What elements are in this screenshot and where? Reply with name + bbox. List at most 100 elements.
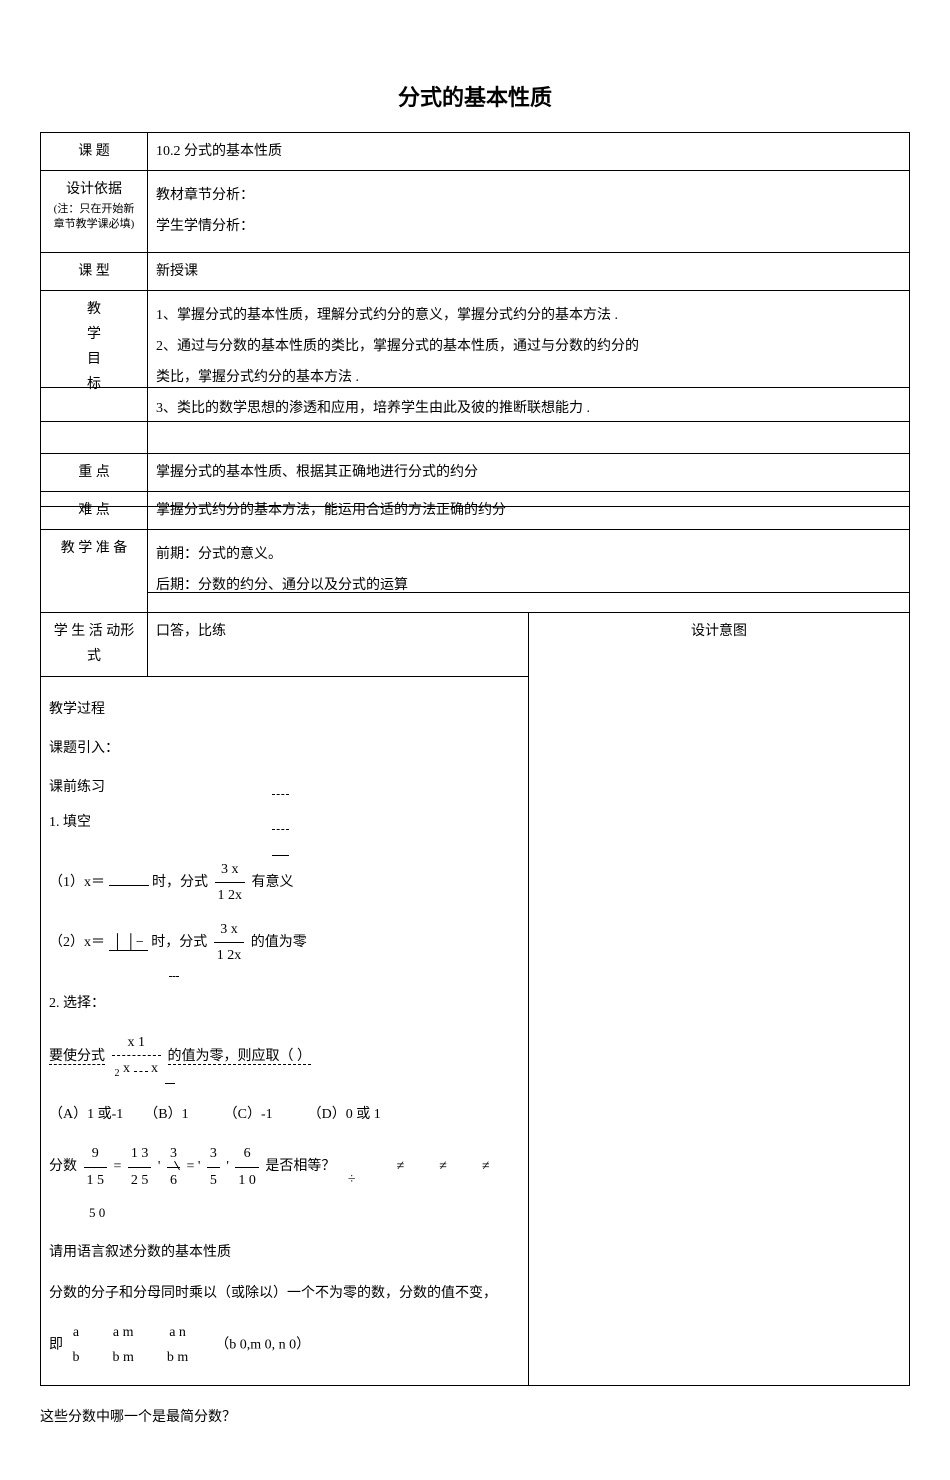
fill: 1. 填空 xyxy=(49,815,91,830)
q2-prefix: （2）x＝ xyxy=(49,935,105,950)
sel-fraction: x 1 2 x x xyxy=(112,1030,162,1083)
eq-bm2: b m xyxy=(164,1345,191,1370)
sel: 2. 选择： xyxy=(49,991,520,1016)
page-container: 分式的基本性质 课 题 10.2 分式的基本性质 设计依据 (注：只在开始新章节… xyxy=(40,80,910,1426)
sel-strike-x xyxy=(165,1083,175,1084)
eq2: = xyxy=(186,1159,194,1174)
footer-question: 这些分数中哪一个是最简分数？ xyxy=(40,1406,910,1426)
q2-dash xyxy=(169,976,179,977)
options-row: （A）1 或-1 （B）1 （C）-1 （D）0 或 1 xyxy=(49,1102,520,1127)
f-extra: 5 0 xyxy=(89,1201,520,1226)
eq1: = xyxy=(114,1159,122,1174)
prep-label: 教 学 准 备 xyxy=(41,530,148,613)
prep-l2: 后期：分数的约分、通分以及分式的运算 xyxy=(156,573,901,598)
f2n: 1 3 xyxy=(128,1141,152,1167)
design-intent: 设计意图 xyxy=(529,613,910,1386)
difficulty-label: 难 点 xyxy=(41,491,148,529)
q2-fraction: 3 x 1 2x xyxy=(214,917,245,968)
eq-row: 即 ab a mb m a nb m （b 0,m 0, n 0） xyxy=(49,1320,520,1370)
process-content: 教学过程 课题引入： 课前练习 1. 填空 xyxy=(41,676,529,1385)
f3d: 6 xyxy=(167,1168,180,1193)
goal-l4: 3、类比的数学思想的渗透和应用，培养学生由此及彼的推断联想能力 . xyxy=(156,396,901,421)
goal-label-3: 目 xyxy=(49,347,139,372)
difficulty-value-cell: 掌握分式约分的基本方法，能运用合适的方法正确的约分 xyxy=(148,491,910,529)
diff-strike-1 xyxy=(41,506,147,507)
f2d: 2 5 xyxy=(128,1168,152,1193)
frac-tail: 是否相等？ xyxy=(265,1159,335,1174)
f5d: 1 0 xyxy=(235,1168,259,1193)
preex: 课前练习 xyxy=(49,780,105,795)
design-l2: 学生学情分析： xyxy=(156,214,901,239)
optB: （B）1 xyxy=(144,1107,188,1122)
comma1: ' xyxy=(158,1159,161,1174)
eq-an: a n xyxy=(164,1320,191,1345)
design-l1: 教材章节分析： xyxy=(156,183,901,208)
neq1: ≠ xyxy=(397,1159,405,1174)
sel-q-row: 要使分式 x 1 2 x x 的值为零，则应取（ ） xyxy=(49,1030,520,1083)
lesson-table: 课 题 10.2 分式的基本性质 设计依据 (注：只在开始新章节教学课必填) 教… xyxy=(40,132,910,1386)
prep-content: 前期：分式的意义。 后期：分数的约分、通分以及分式的运算 xyxy=(148,530,910,613)
q2-mid: 时，分式 xyxy=(151,935,207,950)
goal-strike-1 xyxy=(41,387,147,388)
fractions-row: 分数 91 5 = 1 32 5 ' 36 = ' 35 ' 61 0 是否相等… xyxy=(49,1141,520,1192)
page-title: 分式的基本性质 xyxy=(40,80,910,112)
preex-row: 课前练习 xyxy=(49,775,520,800)
eq-lead: 即 xyxy=(49,1338,63,1353)
design-label: 设计依据 (注：只在开始新章节教学课必填) xyxy=(41,171,148,252)
goal-l1: 1、掌握分式的基本性质，理解分式约分的意义，掌握分式约分的基本方法 . xyxy=(156,303,901,328)
q2-num: 3 x xyxy=(214,917,245,943)
frac-rule: 分数的分子和分母同时乘以（或除以）一个不为零的数，分数的值不变， xyxy=(49,1281,520,1306)
sel-den-l: x xyxy=(123,1061,130,1076)
f4n: 3 xyxy=(207,1141,220,1167)
prep-l1: 前期：分式的意义。 xyxy=(156,542,901,567)
eq-b: b xyxy=(70,1345,83,1370)
goal-label-2: 学 xyxy=(49,322,139,347)
goal-strike-4 xyxy=(148,421,909,422)
eq-cond: （b 0,m 0, n 0） xyxy=(215,1338,310,1353)
q2-blank: │ │− xyxy=(109,935,148,951)
dash-frac-2 xyxy=(269,804,292,856)
neq3: ≠ xyxy=(482,1159,490,1174)
q1-fraction: 3 x 1 2x xyxy=(215,857,246,908)
f1d: 1 5 xyxy=(84,1168,108,1193)
eq-f1: ab xyxy=(70,1320,83,1370)
prep-strike-2 xyxy=(148,592,909,593)
frac-desc: 请用语言叙述分数的基本性质 xyxy=(49,1240,520,1265)
sel-den-r: x xyxy=(151,1061,158,1076)
frac-lead: 分数 xyxy=(49,1159,77,1174)
q1-row: （1）x＝ 时，分式 3 x 1 2x 有意义 xyxy=(49,857,520,908)
goal-strike-3 xyxy=(148,387,909,388)
q2-row: （2）x＝ │ │− 时，分式 3 x 1 2x 的值为零 xyxy=(49,917,520,968)
type-value: 新授课 xyxy=(148,252,910,290)
eq-a: a xyxy=(70,1320,83,1345)
design-label-text: 设计依据 xyxy=(49,177,139,202)
f4: 35 xyxy=(207,1141,220,1192)
q1-den: 1 2x xyxy=(215,883,246,908)
eq-am: a m xyxy=(110,1320,137,1345)
goal-label: 教 学 目 标 xyxy=(41,290,148,453)
goal-label-1: 教 xyxy=(49,297,139,322)
goal-label-4: 标 xyxy=(49,372,139,397)
divsym: ÷ xyxy=(345,1142,359,1192)
f5n: 6 xyxy=(235,1141,259,1167)
comma2: ' xyxy=(198,1159,201,1174)
design-note: (注：只在开始新章节教学课必填) xyxy=(49,202,139,231)
f1n: 9 xyxy=(84,1141,108,1167)
activity-label: 学 生 活 动形式 xyxy=(41,613,148,676)
type-label: 课 型 xyxy=(41,252,148,290)
q1-mid: 时，分式 xyxy=(152,875,208,890)
q2-suffix: 的值为零 xyxy=(251,935,307,950)
fill-row: 1. 填空 xyxy=(49,810,520,835)
topic-label: 课 题 xyxy=(41,133,148,171)
sel-q-suffix: 的值为零，则应取（ ） xyxy=(168,1049,312,1065)
keypoint-value: 掌握分式的基本性质、根据其正确地进行分式的约分 xyxy=(148,453,910,491)
q1-prefix: （1）x＝ xyxy=(49,875,105,890)
eq-bm: b m xyxy=(110,1345,137,1370)
process-label: 教学过程 xyxy=(49,697,520,722)
sel-q-prefix: 要使分式 xyxy=(49,1049,105,1065)
goal-l2: 2、通过与分数的基本性质的类比，掌握分式的基本性质，通过与分数的约分的 xyxy=(156,334,901,359)
sel-den: 2 x x xyxy=(112,1056,162,1083)
f3n: 3 xyxy=(167,1141,180,1167)
q1-num: 3 x xyxy=(215,857,246,883)
goal-content: 1、掌握分式的基本性质，理解分式约分的意义，掌握分式约分的基本方法 . 2、通过… xyxy=(148,290,910,453)
